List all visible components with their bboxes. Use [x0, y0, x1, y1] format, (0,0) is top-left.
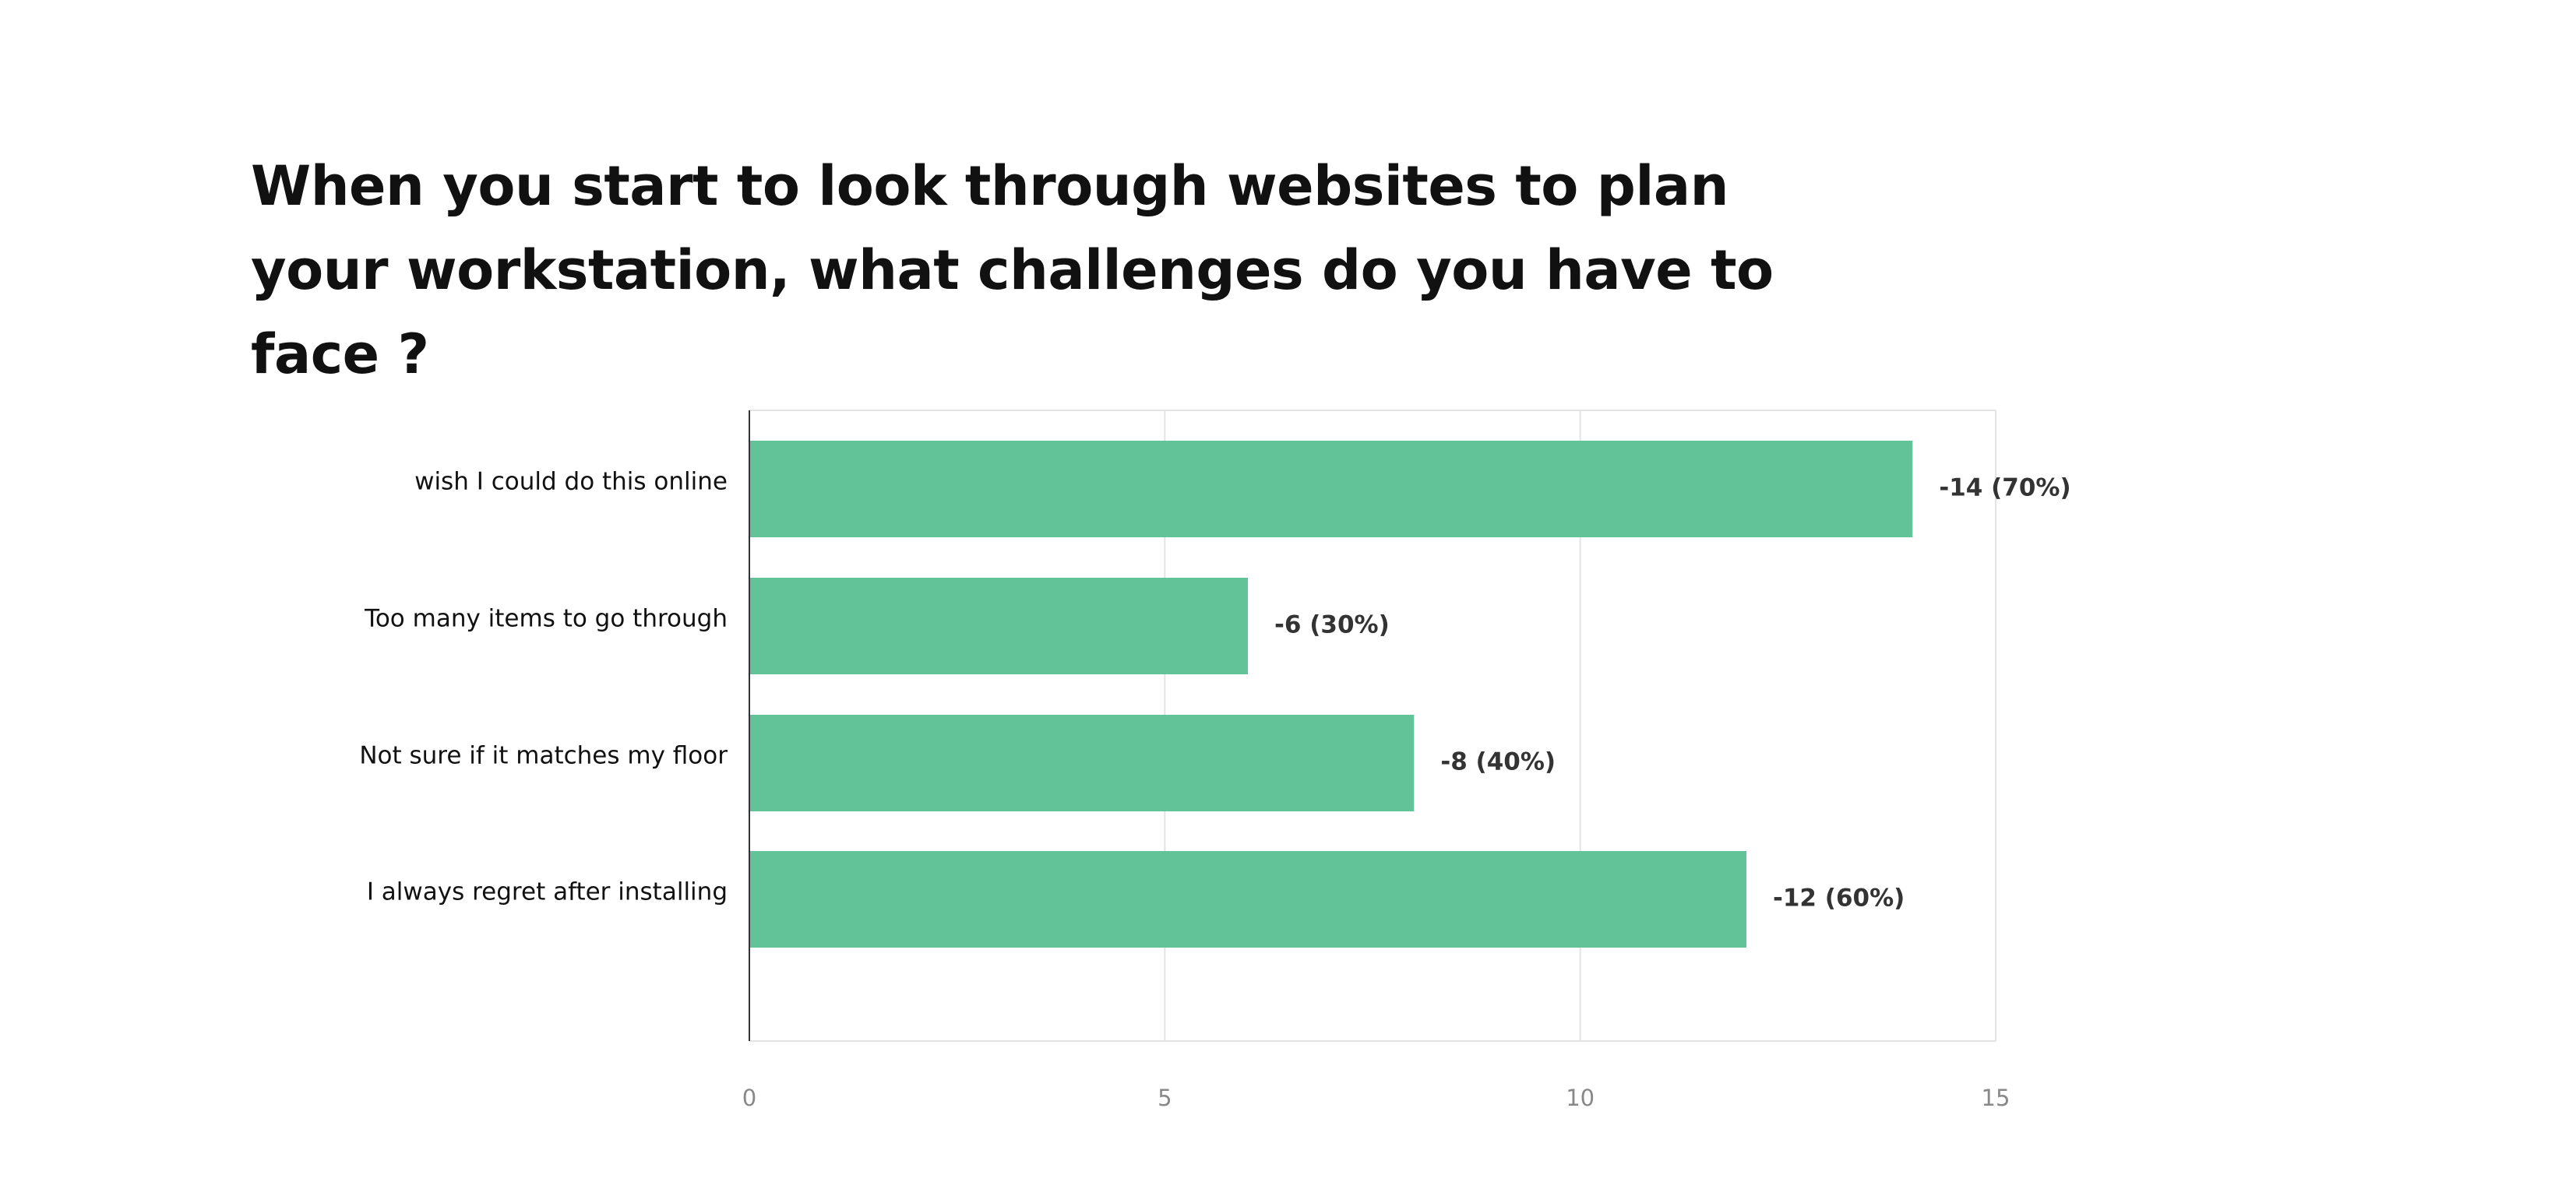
value-label-2: -8 (40%): [1440, 748, 1556, 776]
bar-0: [749, 441, 1913, 537]
category-label-1: Too many items to go through: [364, 605, 728, 633]
value-label-3: -12 (60%): [1773, 885, 1905, 913]
x-tick-label-15: 15: [1982, 1085, 2010, 1111]
chart-title: When you start to look through websites …: [251, 154, 1774, 386]
category-label-0: wish I could do this online: [414, 468, 728, 496]
category-labels: wish I could do this online Too many item…: [359, 468, 728, 906]
category-label-2: Not sure if it matches my floor: [359, 742, 728, 770]
category-label-3: I always regret after installing: [367, 878, 728, 906]
x-tick-label-10: 10: [1566, 1085, 1595, 1111]
bar-3: [749, 851, 1746, 948]
x-tick-label-5: 5: [1158, 1085, 1172, 1111]
bars: [749, 441, 1913, 948]
value-labels: -14 (70%) -6 (30%) -8 (40%) -12 (60%): [749, 410, 2071, 1041]
value-label-0: -14 (70%): [1939, 474, 2070, 502]
value-label-1: -6 (30%): [1274, 611, 1390, 639]
bar-1: [749, 578, 1248, 674]
bar-2: [749, 715, 1415, 811]
x-axis-ticks: 0 5 10 15: [742, 1085, 2010, 1111]
x-tick-label-0: 0: [742, 1085, 756, 1111]
